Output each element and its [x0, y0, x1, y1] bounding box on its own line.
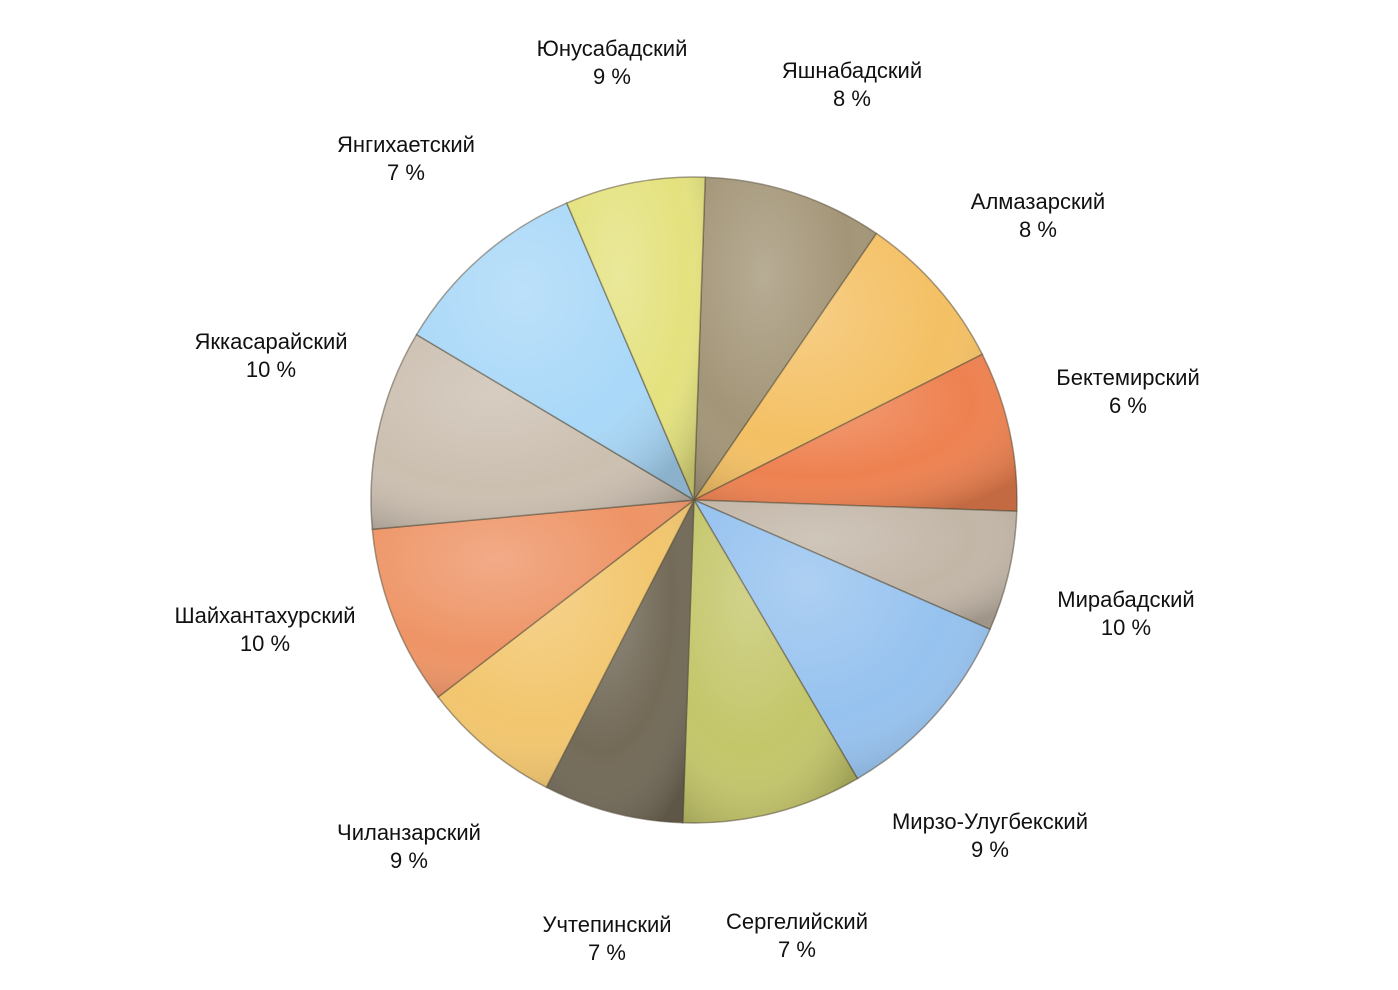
slice-percent-label: 8 % — [833, 86, 871, 111]
pie-slice-shading-7 — [546, 500, 694, 823]
slice-name-label: Алмазарский — [971, 189, 1105, 214]
pie-slice-shading-10 — [371, 334, 694, 530]
pie-slice-shading-5 — [694, 500, 990, 779]
pie-slice-shading-2 — [694, 233, 983, 501]
slice-name-label: Юнусабадский — [537, 36, 688, 61]
pie-slice-shading-3 — [694, 354, 1017, 512]
slice-percent-label: 10 % — [240, 631, 290, 656]
pie-slice-shading-11 — [416, 203, 694, 500]
pie-labels: Юнусабадский 9 % Яшнабадский 8 % Алмазарский… — [174, 36, 1199, 965]
pie-slice-shading-1 — [694, 177, 877, 500]
slice-name-label: Шайхантахурский — [174, 603, 355, 628]
pie-slice-shading-6 — [682, 500, 858, 823]
slice-percent-label: 6 % — [1109, 393, 1147, 418]
pie-slice-shading-8 — [438, 500, 694, 788]
slice-name-label: Яшнабадский — [782, 58, 922, 83]
slice-name-label: Мирабадский — [1057, 587, 1194, 612]
slice-name-label: Яккасарайский — [194, 329, 347, 354]
slice-name-label: Янгихаетский — [337, 132, 475, 157]
slice-percent-label: 7 % — [778, 937, 816, 962]
slice-name-label: Учтепинский — [542, 912, 671, 937]
pie-slice-shading-9 — [372, 500, 694, 698]
slice-percent-label: 9 % — [971, 837, 1009, 862]
slice-percent-label: 10 % — [246, 357, 296, 382]
pie-slices — [370, 176, 1018, 824]
slice-percent-label: 9 % — [593, 64, 631, 89]
pie-slice-shading-4 — [694, 500, 1017, 630]
slice-percent-label: 7 % — [387, 160, 425, 185]
slice-percent-label: 7 % — [588, 940, 626, 965]
slice-name-label: Мирзо-Улугбекский — [892, 809, 1088, 834]
slice-percent-label: 8 % — [1019, 217, 1057, 242]
slice-percent-label: 10 % — [1101, 615, 1151, 640]
pie-slice-shading-12 — [566, 177, 706, 500]
slice-percent-label: 9 % — [390, 848, 428, 873]
slice-name-label: Бектемирский — [1056, 365, 1199, 390]
slice-name-label: Сергелийский — [726, 909, 868, 934]
slice-name-label: Чиланзарский — [337, 820, 481, 845]
